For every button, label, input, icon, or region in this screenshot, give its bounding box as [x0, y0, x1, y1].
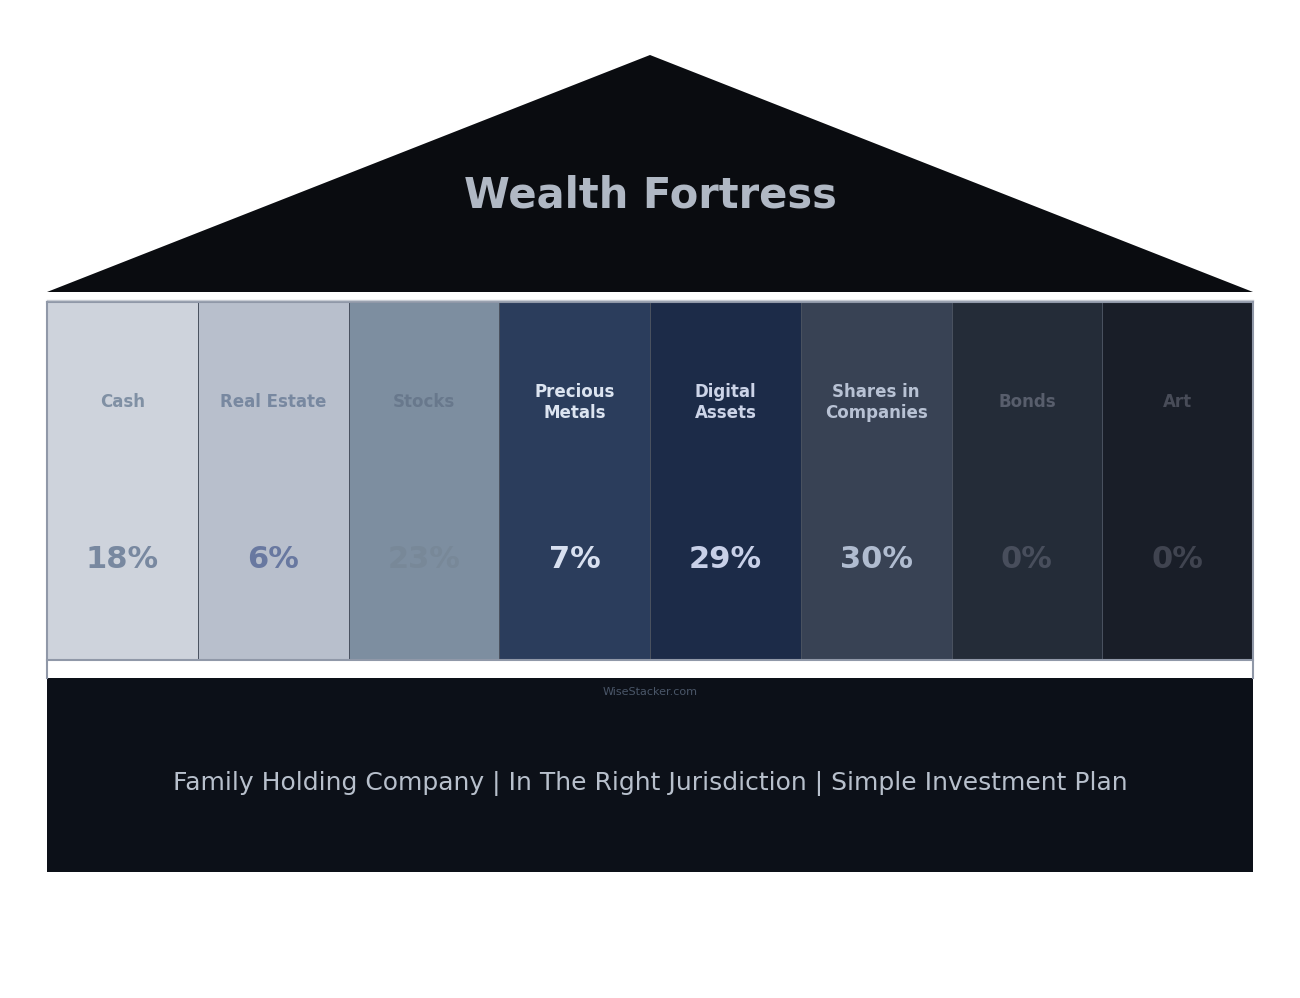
Polygon shape: [47, 302, 198, 660]
Polygon shape: [499, 302, 650, 660]
Polygon shape: [952, 302, 1102, 660]
Text: 18%: 18%: [86, 545, 159, 574]
Text: Cash: Cash: [100, 393, 144, 411]
Text: Wealth Fortress: Wealth Fortress: [464, 174, 836, 216]
Text: Family Holding Company | In The Right Jurisdiction | Simple Investment Plan: Family Holding Company | In The Right Ju…: [173, 770, 1127, 795]
Text: 29%: 29%: [689, 545, 762, 574]
Polygon shape: [198, 302, 348, 660]
Text: 7%: 7%: [549, 545, 601, 574]
Polygon shape: [47, 55, 1253, 292]
Text: Shares in
Companies: Shares in Companies: [824, 383, 927, 421]
Text: Art: Art: [1164, 393, 1192, 411]
Polygon shape: [348, 302, 499, 660]
Text: Stocks: Stocks: [393, 393, 455, 411]
Text: Bonds: Bonds: [998, 393, 1056, 411]
Text: 0%: 0%: [1001, 545, 1053, 574]
Polygon shape: [47, 678, 1253, 872]
Text: 30%: 30%: [840, 545, 913, 574]
Polygon shape: [650, 302, 801, 660]
Text: Real Estate: Real Estate: [220, 393, 326, 411]
Text: 0%: 0%: [1152, 545, 1204, 574]
Text: 23%: 23%: [387, 545, 460, 574]
Text: Precious
Metals: Precious Metals: [534, 383, 615, 421]
Text: WiseStacker.com: WiseStacker.com: [602, 687, 698, 697]
Polygon shape: [1102, 302, 1253, 660]
Polygon shape: [801, 302, 952, 660]
Text: Digital
Assets: Digital Assets: [694, 383, 757, 421]
Text: 6%: 6%: [247, 545, 299, 574]
